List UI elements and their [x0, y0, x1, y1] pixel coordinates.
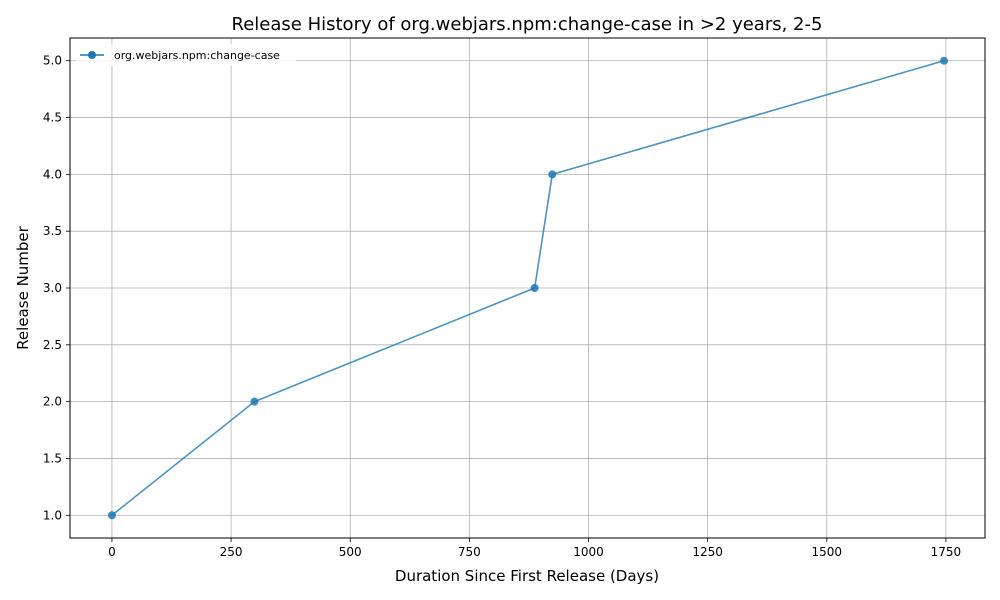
data-point — [250, 397, 259, 406]
chart-title: Release History of org.webjars.npm:chang… — [232, 14, 823, 35]
y-axis-label: Release Number — [14, 225, 32, 349]
x-axis-label: Duration Since First Release (Days) — [395, 567, 659, 585]
x-tick-label: 1000 — [573, 545, 604, 559]
series-layer — [107, 56, 949, 520]
y-tick-label: 2.0 — [43, 395, 62, 409]
x-axis-ticks: 0 250 500 750 1000 1250 1500 1750 — [108, 538, 961, 559]
y-tick-label: 4.0 — [43, 167, 62, 181]
legend-box — [76, 44, 296, 66]
x-tick-label: 250 — [220, 545, 243, 559]
x-tick-label: 500 — [339, 545, 362, 559]
legend: org.webjars.npm:change-case — [76, 44, 296, 66]
x-tick-label: 1250 — [692, 545, 723, 559]
y-tick-label: 3.0 — [43, 281, 62, 295]
y-tick-label: 2.5 — [43, 338, 62, 352]
y-tick-label: 3.5 — [43, 224, 62, 238]
y-tick-label: 4.5 — [43, 111, 62, 125]
data-point — [548, 170, 557, 179]
y-tick-label: 1.5 — [43, 451, 62, 465]
y-axis-ticks: 1.0 1.5 2.0 2.5 3.0 3.5 4.0 4.5 5.0 — [43, 54, 70, 522]
x-tick-label: 1500 — [812, 545, 843, 559]
x-tick-label: 1750 — [931, 545, 962, 559]
x-tick-label: 0 — [108, 545, 116, 559]
y-tick-label: 1.0 — [43, 508, 62, 522]
data-point — [940, 56, 949, 65]
grid-lines — [70, 38, 985, 538]
data-point — [107, 511, 116, 520]
legend-marker-sample — [88, 51, 96, 59]
data-point — [530, 284, 539, 292]
y-tick-label: 5.0 — [43, 54, 62, 68]
x-tick-label: 750 — [458, 545, 481, 559]
legend-entry-label: org.webjars.npm:change-case — [114, 49, 280, 62]
